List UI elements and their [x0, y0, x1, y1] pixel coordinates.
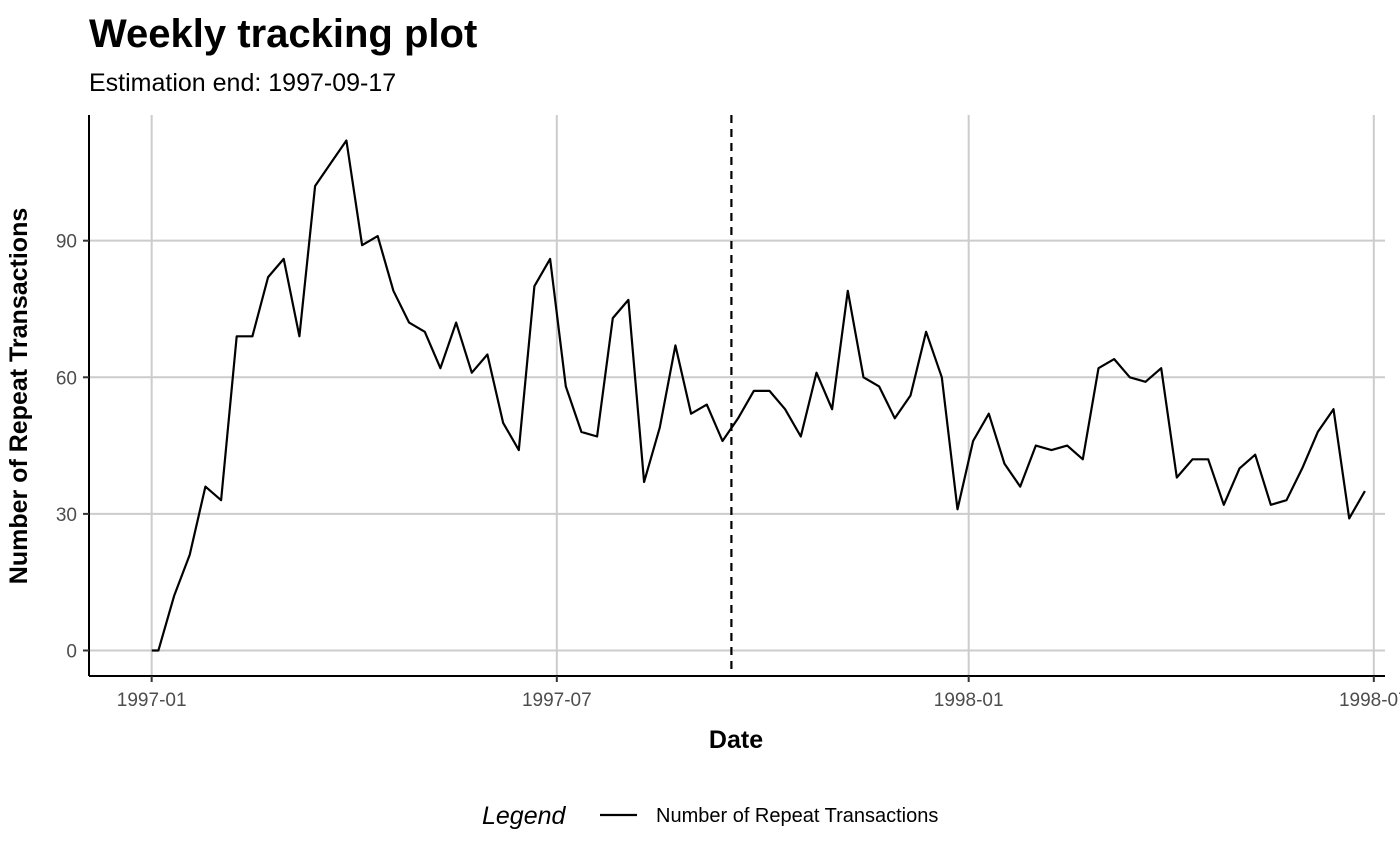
y-tick-label: 0 — [66, 642, 77, 663]
x-tick-label: 1998-01 — [934, 690, 1004, 711]
chart-title: Weekly tracking plot — [89, 12, 477, 56]
y-axis-title: Number of Repeat Transactions — [5, 208, 33, 584]
y-tick-label: 30 — [56, 505, 77, 526]
y-tick-label: 90 — [56, 232, 77, 253]
legend: Legend Number of Repeat Transactions — [482, 802, 938, 830]
x-tick-label: 1997-07 — [522, 690, 592, 711]
legend-title: Legend — [482, 802, 567, 830]
x-gridlines — [150, 115, 1375, 676]
series-line-repeat-transactions — [151, 139, 1366, 652]
plot-area — [151, 115, 1366, 676]
y-gridlines — [89, 239, 1385, 652]
x-axis-ticks: 1997-01 1997-07 1998-01 1998-07 — [117, 676, 1400, 711]
legend-label: Number of Repeat Transactions — [656, 805, 938, 827]
x-tick-label: 1998-07 — [1339, 690, 1400, 711]
chart-subtitle: Estimation end: 1997-09-17 — [89, 69, 396, 97]
x-axis-title: Date — [709, 726, 763, 754]
y-tick-label: 60 — [56, 368, 77, 389]
y-axis-ticks: 0 30 60 90 — [56, 232, 89, 663]
x-tick-label: 1997-01 — [117, 690, 187, 711]
